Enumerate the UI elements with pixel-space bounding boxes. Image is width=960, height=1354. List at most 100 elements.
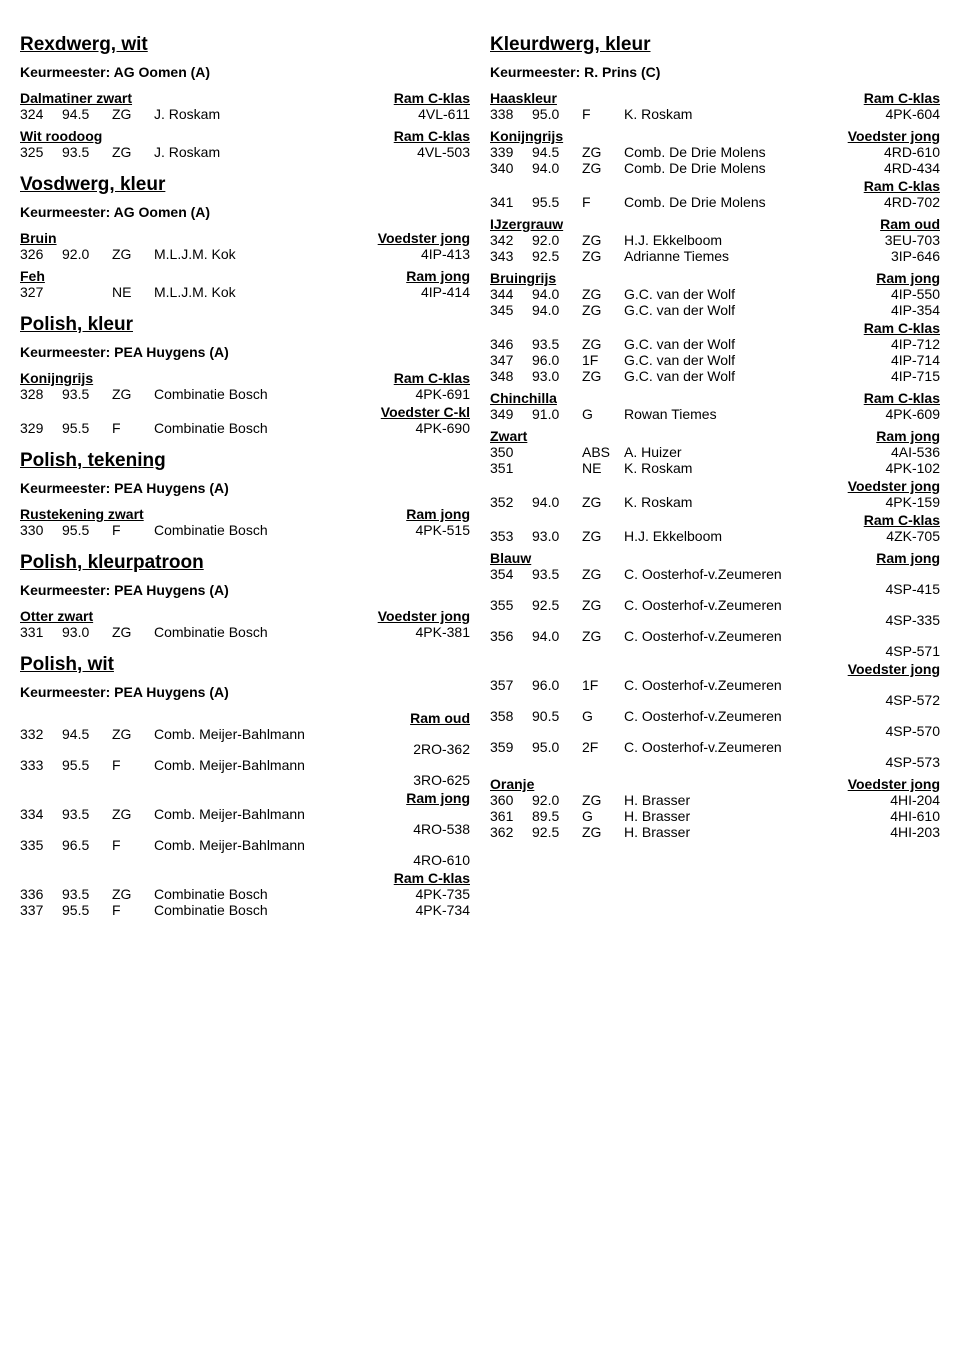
entry-score: 92.5	[532, 824, 582, 840]
entry-number: 327	[20, 284, 62, 300]
entry-code: 3EU-703	[862, 232, 940, 248]
subheading-row: Wit roodoogRam C-klas	[20, 128, 470, 144]
sub-right: Ram C-klas	[20, 870, 470, 886]
entry-score	[532, 460, 582, 476]
entry-row: 32893.5ZGCombinatie Bosch4PK-691	[20, 386, 470, 402]
judge-line: Keurmeester: PEA Huygens (A)	[20, 582, 470, 598]
entry-row: 34893.0ZGG.C. van der Wolf4IP-715	[490, 368, 940, 384]
entry-name: G.C. van der Wolf	[624, 352, 862, 368]
entry-name: C. Oosterhof-v.Zeumeren	[624, 739, 940, 755]
subheading-row: KonijngrijsRam C-klas	[20, 370, 470, 386]
subheading-row: HaaskleurRam C-klas	[490, 90, 940, 106]
entry-score: 93.5	[532, 566, 582, 582]
judge-line: Keurmeester: AG Oomen (A)	[20, 64, 470, 80]
entry-score: 92.5	[532, 248, 582, 264]
sub-right: Ram C-klas	[490, 512, 940, 528]
entry-number: 354	[490, 566, 532, 582]
sub-right: Voedster jong	[490, 661, 940, 677]
entry-code: 4HI-203	[862, 824, 940, 840]
entry-score: 93.5	[62, 386, 112, 402]
entry-score: 95.5	[532, 194, 582, 210]
entry-score: 94.0	[532, 302, 582, 318]
entry-number: 326	[20, 246, 62, 262]
entry-score: 94.0	[532, 628, 582, 644]
entry-score: 92.0	[532, 792, 582, 808]
entry-score: 95.5	[62, 902, 112, 918]
entry-number: 345	[490, 302, 532, 318]
entry-code: 4PK-381	[392, 624, 470, 640]
entry-code: 4IP-712	[862, 336, 940, 352]
sub-left: Bruin	[20, 230, 57, 246]
entry-code: 4IP-413	[392, 246, 470, 262]
entry-score: 95.0	[532, 739, 582, 755]
entry-grade: ZG	[582, 528, 624, 544]
entry-code: 4RO-610	[20, 852, 470, 868]
entry-row: 33895.0FK. Roskam4PK-604	[490, 106, 940, 122]
entry-row: 35592.5ZGC. Oosterhof-v.Zeumeren	[490, 597, 940, 613]
entry-number: 329	[20, 420, 62, 436]
entry-name: K. Roskam	[624, 106, 862, 122]
entry-name: Comb. Meijer-Bahlmann	[154, 806, 470, 822]
entry-code: 4IP-715	[862, 368, 940, 384]
entry-score: 95.0	[532, 106, 582, 122]
entry-grade: ZG	[582, 286, 624, 302]
entry-grade: NE	[582, 460, 624, 476]
entry-number: 336	[20, 886, 62, 902]
sub-right: Ram jong	[406, 268, 470, 284]
entry-score: 94.0	[532, 286, 582, 302]
entry-number: 333	[20, 757, 62, 773]
sub-left: Konijngrijs	[20, 370, 93, 386]
entry-name: H.J. Ekkelboom	[624, 528, 862, 544]
entry-score: 89.5	[532, 808, 582, 824]
entry-name: Combinatie Bosch	[154, 902, 392, 918]
entry-score: 91.0	[532, 406, 582, 422]
entry-number: 362	[490, 824, 532, 840]
entry-row: 35890.5GC. Oosterhof-v.Zeumeren	[490, 708, 940, 724]
left-column: Rexdwerg, witKeurmeester: AG Oomen (A)Da…	[20, 20, 470, 918]
entry-score: 92.5	[532, 597, 582, 613]
judge-line: Keurmeester: R. Prins (C)	[490, 64, 940, 80]
entry-score: 90.5	[532, 708, 582, 724]
entry-row: 35493.5ZGC. Oosterhof-v.Zeumeren	[490, 566, 940, 582]
entry-code: 4RO-538	[20, 821, 470, 837]
entry-code: 4PK-515	[392, 522, 470, 538]
sub-right: Ram C-klas	[490, 178, 940, 194]
entry-grade: ZG	[112, 246, 154, 262]
entry-grade: ZG	[112, 726, 154, 742]
section-title: Polish, wit	[20, 654, 470, 676]
sub-right: Ram jong	[876, 270, 940, 286]
entry-grade: F	[112, 522, 154, 538]
entry-grade: ZG	[582, 792, 624, 808]
entry-name: H.J. Ekkelboom	[624, 232, 862, 248]
entry-grade: G	[582, 406, 624, 422]
entry-grade: ZG	[112, 806, 154, 822]
sub-right: Ram C-klas	[864, 90, 940, 106]
entry-number: 325	[20, 144, 62, 160]
entry-number: 331	[20, 624, 62, 640]
entry-name: G.C. van der Wolf	[624, 368, 862, 384]
entry-row: 34494.0ZGG.C. van der Wolf4IP-550	[490, 286, 940, 302]
entry-row: 35294.0ZGK. Roskam4PK-159	[490, 494, 940, 510]
sub-left: Chinchilla	[490, 390, 557, 406]
entry-score: 95.5	[62, 420, 112, 436]
entry-grade: 2F	[582, 739, 624, 755]
sub-right: Ram C-klas	[394, 128, 470, 144]
entry-row: 33994.5ZGComb. De Drie Molens4RD-610	[490, 144, 940, 160]
entry-grade: ZG	[582, 144, 624, 160]
entry-row: 34094.0ZGComb. De Drie Molens4RD-434	[490, 160, 940, 176]
section-title: Polish, kleur	[20, 314, 470, 336]
entry-code: 4SP-335	[490, 612, 940, 628]
entry-number: 357	[490, 677, 532, 693]
entry-code: 4SP-570	[490, 723, 940, 739]
entry-code: 4IP-354	[862, 302, 940, 318]
sub-left: Bruingrijs	[490, 270, 556, 286]
entry-number: 328	[20, 386, 62, 402]
entry-number: 360	[490, 792, 532, 808]
entry-grade: ZG	[112, 144, 154, 160]
entry-name: Comb. De Drie Molens	[624, 160, 862, 176]
entry-row: 35393.0ZGH.J. Ekkelboom4ZK-705	[490, 528, 940, 544]
entry-name: C. Oosterhof-v.Zeumeren	[624, 708, 940, 724]
entry-number: 330	[20, 522, 62, 538]
entry-grade: NE	[112, 284, 154, 300]
entry-name: Combinatie Bosch	[154, 420, 392, 436]
